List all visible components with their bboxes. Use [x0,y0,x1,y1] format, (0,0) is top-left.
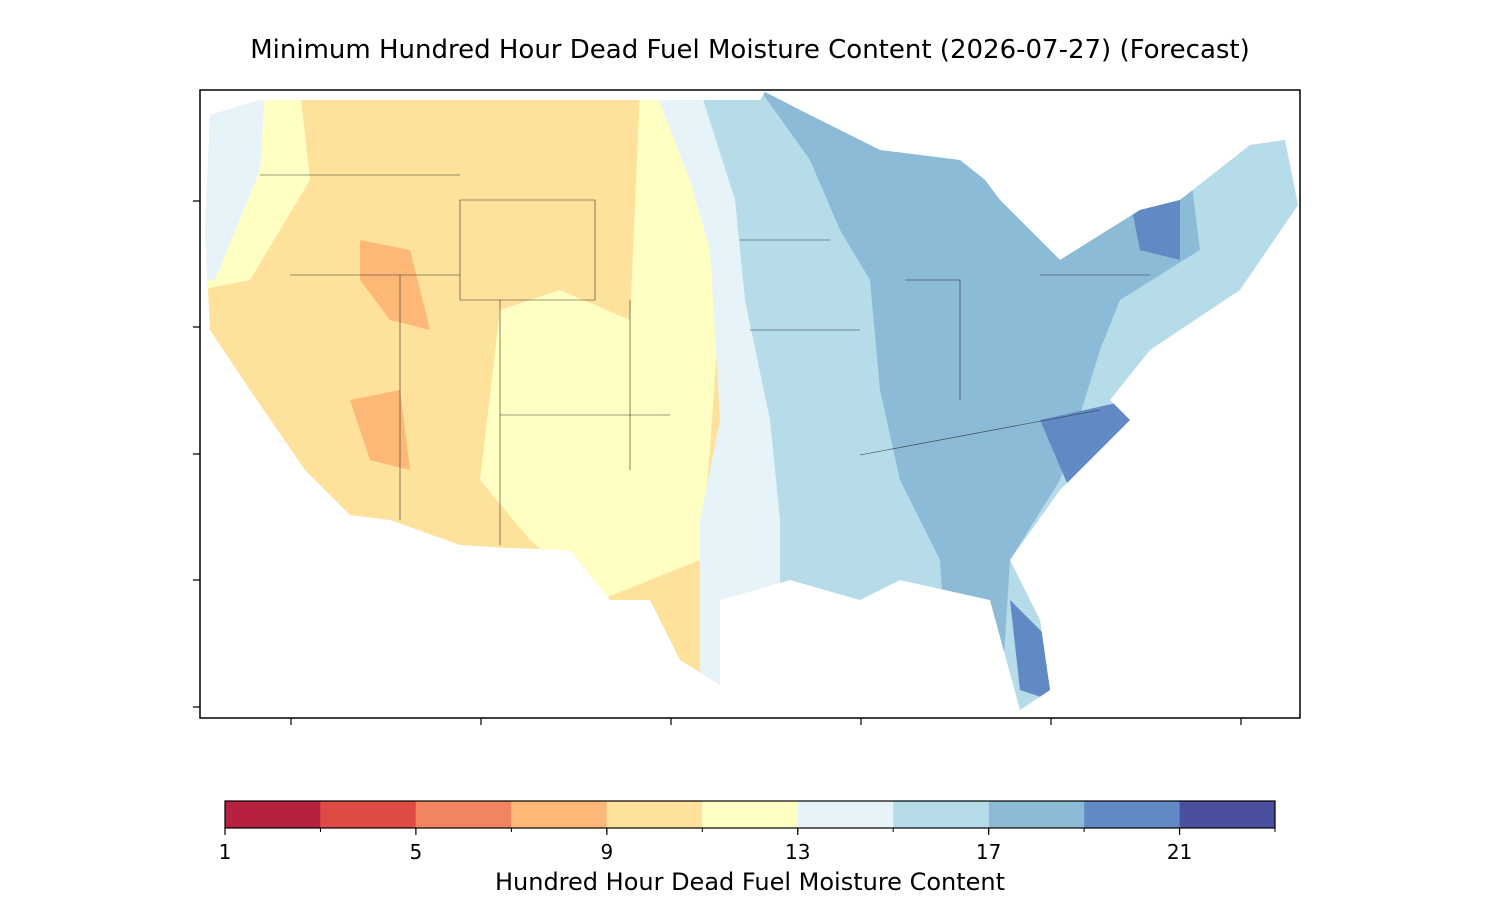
map-frame [199,89,1301,719]
colorbar-tick-label: 17 [976,840,1001,864]
colorbar-bin [797,801,894,828]
colorbar-bin [606,801,703,828]
moisture-field [205,92,1298,710]
colorbar-bin [702,801,798,828]
colorbar-bin [893,801,989,828]
colorbar-tick-label: 5 [410,840,423,864]
colorbar: 1 5 9 13 17 21 [219,800,1276,864]
colorbar-bin [988,801,1085,828]
colorbar-tick-label: 21 [1167,840,1192,864]
colorbar-bin [320,801,416,828]
colorbar-bin [225,801,321,828]
colorbar-bin [1084,801,1180,828]
colorbar-tick-label: 1 [219,840,232,864]
axis-ticks [193,200,1242,725]
colorbar-bin [1179,801,1275,828]
state-lines [260,174,1150,545]
colorbar-bin [511,801,607,828]
colorbar-frame [224,800,1276,829]
colorbar-tick-label: 9 [600,840,613,864]
map-title: Minimum Hundred Hour Dead Fuel Moisture … [250,35,1250,65]
colorbar-bin [415,801,512,828]
colorbar-label: Hundred Hour Dead Fuel Moisture Content [495,868,1005,896]
colorbar-tick-label: 13 [785,840,810,864]
